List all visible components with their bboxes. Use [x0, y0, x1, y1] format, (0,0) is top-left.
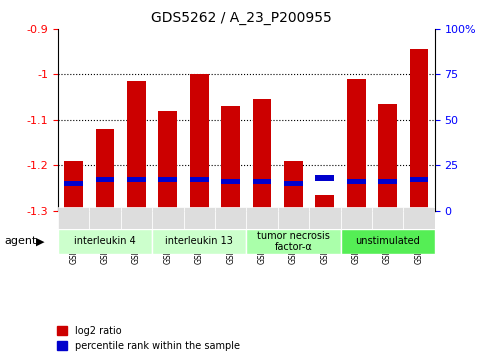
FancyBboxPatch shape	[89, 207, 121, 229]
Bar	[253, 99, 271, 211]
Bar	[315, 195, 334, 211]
Text: ▶: ▶	[36, 236, 45, 246]
Bar	[64, 181, 83, 186]
FancyBboxPatch shape	[58, 207, 89, 229]
Text: tumor necrosis
factor-α: tumor necrosis factor-α	[257, 231, 330, 252]
Bar	[284, 161, 303, 211]
Bar	[410, 177, 428, 183]
Bar	[64, 161, 83, 211]
Text: unstimulated: unstimulated	[355, 236, 420, 246]
FancyBboxPatch shape	[403, 207, 435, 229]
Bar	[315, 175, 334, 180]
Bar	[253, 179, 271, 184]
Bar	[378, 104, 397, 211]
Text: interleukin 4: interleukin 4	[74, 236, 136, 246]
Text: agent: agent	[5, 236, 37, 246]
FancyBboxPatch shape	[215, 207, 246, 229]
Legend: log2 ratio, percentile rank within the sample: log2 ratio, percentile rank within the s…	[53, 322, 243, 355]
Bar	[127, 177, 146, 183]
FancyBboxPatch shape	[372, 207, 403, 229]
FancyBboxPatch shape	[121, 207, 152, 229]
Bar	[347, 179, 366, 184]
Bar	[96, 129, 114, 211]
FancyBboxPatch shape	[246, 207, 278, 229]
Bar	[410, 49, 428, 211]
Bar	[347, 79, 366, 211]
FancyBboxPatch shape	[184, 207, 215, 229]
Bar	[221, 106, 240, 211]
Bar	[158, 177, 177, 183]
FancyBboxPatch shape	[58, 229, 152, 254]
FancyBboxPatch shape	[309, 207, 341, 229]
Bar	[284, 181, 303, 186]
Bar	[127, 81, 146, 211]
Text: interleukin 13: interleukin 13	[165, 236, 233, 246]
FancyBboxPatch shape	[152, 229, 246, 254]
Bar	[158, 111, 177, 211]
FancyBboxPatch shape	[278, 207, 309, 229]
FancyBboxPatch shape	[152, 207, 184, 229]
FancyBboxPatch shape	[341, 229, 435, 254]
Bar	[96, 177, 114, 183]
FancyBboxPatch shape	[341, 207, 372, 229]
Bar	[378, 179, 397, 184]
Bar	[221, 179, 240, 184]
Bar	[190, 74, 209, 211]
FancyBboxPatch shape	[246, 229, 341, 254]
Text: GDS5262 / A_23_P200955: GDS5262 / A_23_P200955	[151, 11, 332, 25]
Bar	[190, 177, 209, 183]
